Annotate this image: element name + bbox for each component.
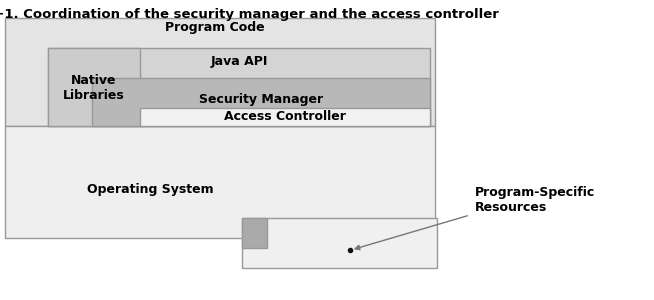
Text: Figure 4−1. Coordination of the security manager and the access controller: Figure 4−1. Coordination of the security…	[0, 8, 499, 21]
Bar	[5, 126, 435, 238]
Text: Program-Specific
Resources: Program-Specific Resources	[475, 186, 595, 214]
Text: Operating System: Operating System	[87, 184, 213, 196]
Bar	[48, 48, 140, 126]
Bar	[242, 218, 437, 268]
Bar	[242, 218, 267, 248]
Bar	[5, 18, 435, 126]
Text: Native
Libraries: Native Libraries	[63, 74, 125, 102]
Text: Java API: Java API	[211, 56, 267, 68]
Text: Program Code: Program Code	[165, 20, 265, 34]
Text: Security Manager: Security Manager	[199, 94, 323, 106]
Text: Access Controller: Access Controller	[224, 110, 346, 124]
Bar	[140, 108, 430, 126]
Bar	[48, 48, 430, 126]
Bar	[92, 78, 430, 126]
